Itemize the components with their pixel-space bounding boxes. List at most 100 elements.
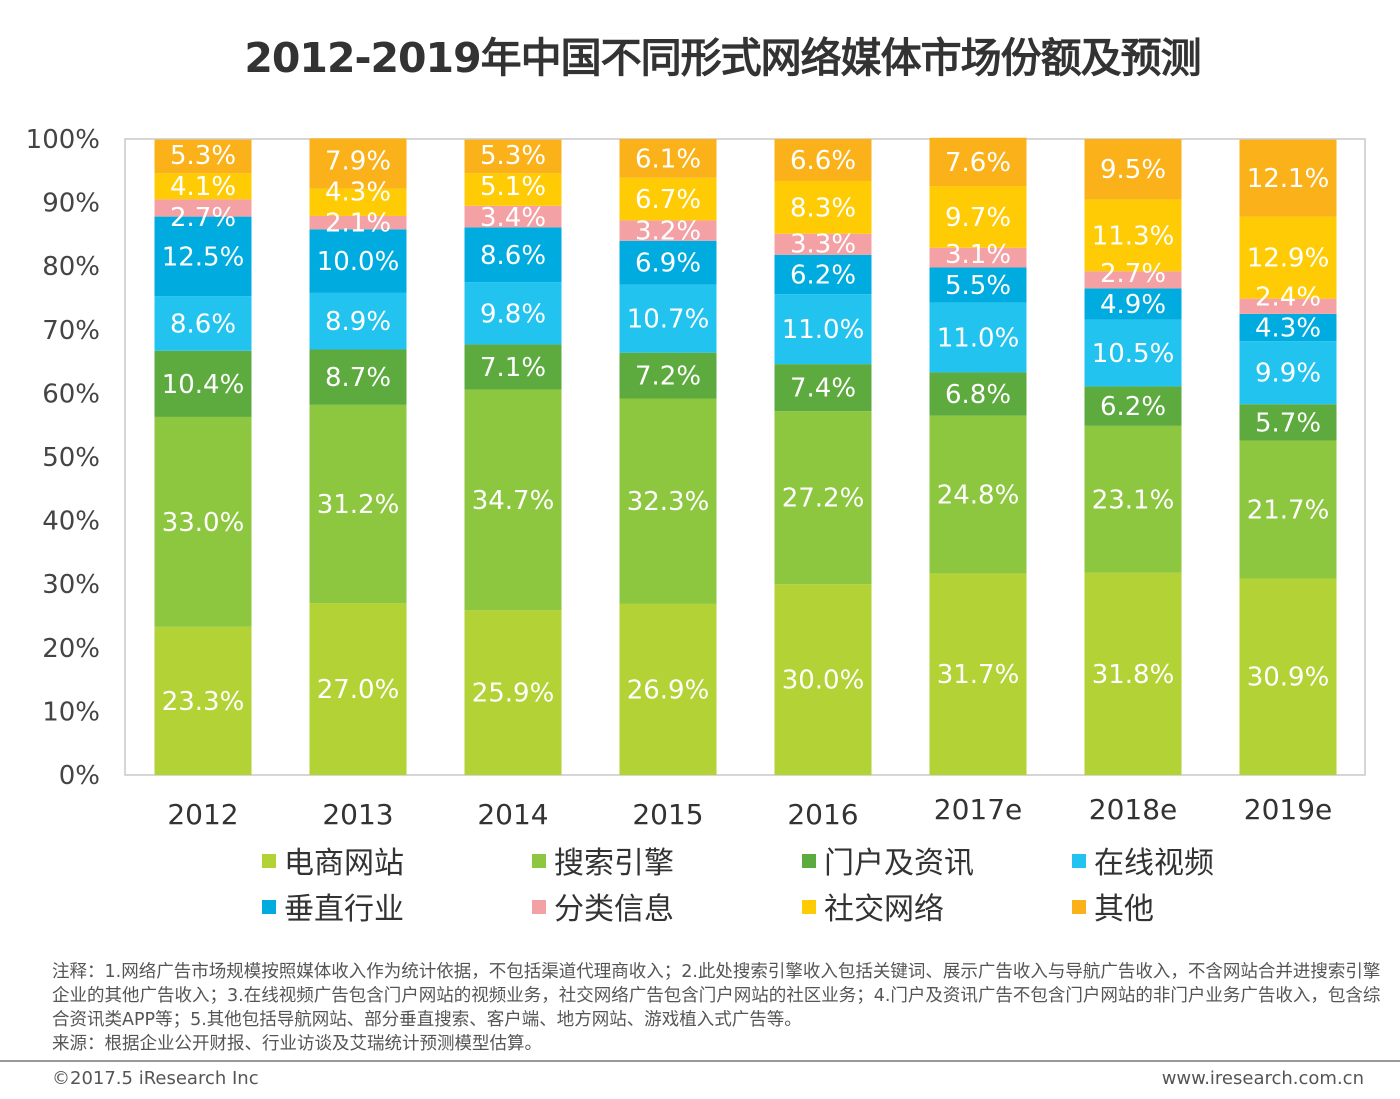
bar-segment (929, 415, 1027, 574)
data-label: 8.6% (170, 309, 236, 339)
data-label: 30.0% (782, 666, 865, 696)
y-tick-label: 80% (42, 252, 100, 282)
bar-segment (309, 404, 407, 604)
data-label: 6.2% (790, 260, 856, 290)
chart-title: 2012-2019年中国不同形式网络媒体市场份额及预测 (244, 34, 1201, 82)
bar-segment (154, 350, 252, 417)
x-tick-label: 2012 (167, 798, 238, 831)
y-tick-label: 40% (42, 507, 100, 537)
data-label: 12.1% (1247, 164, 1330, 194)
bar-segment (1084, 199, 1182, 272)
plot-area (124, 138, 1366, 776)
y-tick-label: 50% (42, 443, 100, 473)
x-tick-label: 2016 (787, 798, 858, 831)
data-label: 4.3% (1255, 314, 1321, 344)
data-label: 31.2% (317, 490, 400, 520)
data-label: 11.3% (1092, 221, 1175, 251)
copyright: ©2017.5 iResearch Inc (52, 1068, 259, 1089)
bar-segment (619, 284, 717, 353)
bar-segment (1239, 440, 1337, 579)
bar-segment (619, 240, 717, 285)
data-label: 11.0% (782, 315, 865, 345)
data-label: 8.6% (480, 241, 546, 271)
bar-segment (619, 139, 717, 178)
bar-segment (929, 247, 1027, 268)
notes: 注释：1.网络广告市场规模按照媒体收入作为统计依据，不包括渠道代理商收入；2.此… (52, 960, 1382, 1056)
y-tick-label: 60% (42, 379, 100, 409)
bar-segment (309, 215, 407, 230)
data-label: 8.9% (325, 307, 391, 337)
data-label: 2.1% (325, 209, 391, 239)
data-label: 5.7% (1255, 408, 1321, 438)
legend-label: 电商网站 (284, 846, 404, 881)
bar-segment (464, 227, 562, 283)
bar-segment (619, 398, 717, 604)
bar-segment (929, 573, 1027, 775)
website-link[interactable]: www.iresearch.com.cn (1161, 1068, 1364, 1089)
x-tick-label: 2013 (322, 798, 393, 831)
data-label: 8.3% (790, 193, 856, 223)
bar-segment (774, 584, 872, 775)
bar-segment (1239, 578, 1337, 775)
bar-segment (774, 139, 872, 181)
legend-swatch (1072, 900, 1086, 914)
data-label: 2.7% (170, 203, 236, 233)
bar-segment (774, 180, 872, 234)
x-tick-label: 2014 (477, 798, 548, 831)
bar-segment (929, 372, 1027, 416)
bar-segment (774, 294, 872, 365)
bar-segment (154, 173, 252, 200)
bar-segment (1239, 139, 1337, 217)
x-tick-label: 2019e (1244, 793, 1332, 826)
bar-segment (154, 626, 252, 775)
bar-segment (619, 603, 717, 775)
legend-swatch (532, 854, 546, 868)
bar-segment (929, 267, 1027, 303)
bar-segment (1239, 216, 1337, 299)
data-label: 6.7% (635, 185, 701, 215)
y-tick-label: 70% (42, 316, 100, 346)
data-label: 11.0% (937, 323, 1020, 353)
data-label: 30.9% (1247, 663, 1330, 693)
data-label: 23.1% (1092, 485, 1175, 515)
legend-label: 其他 (1094, 892, 1154, 927)
bar-segment (619, 177, 717, 221)
data-label: 24.8% (937, 481, 1020, 511)
x-tick-label: 2017e (934, 793, 1022, 826)
data-label: 3.4% (480, 203, 546, 233)
bar-segment (464, 139, 562, 174)
bar-segment (1084, 572, 1182, 775)
data-label: 6.1% (635, 144, 701, 174)
data-label: 3.2% (635, 217, 701, 247)
y-tick-label: 30% (42, 570, 100, 600)
data-label: 5.1% (480, 172, 546, 202)
bar-segment (1084, 386, 1182, 426)
y-tick-label: 0% (59, 761, 100, 791)
data-label: 7.4% (790, 374, 856, 404)
bar-segment (1084, 425, 1182, 573)
bar-segment (1239, 313, 1337, 342)
bar-segment (929, 137, 1027, 187)
data-label: 12.9% (1247, 244, 1330, 274)
data-label: 6.8% (945, 380, 1011, 410)
source-text: 来源：根据企业公开财报、行业访谈及艾瑞统计预测模型估算。 (52, 1034, 542, 1054)
data-label: 4.3% (325, 178, 391, 208)
data-label: 10.7% (627, 305, 710, 335)
bar-segment (154, 416, 252, 627)
data-label: 10.4% (162, 370, 245, 400)
bar-segment (464, 610, 562, 775)
bar-segment (464, 205, 562, 228)
data-label: 3.3% (790, 229, 856, 259)
bar-segment (154, 139, 252, 174)
bar-segment (929, 186, 1027, 248)
legend-label: 搜索引擎 (554, 846, 674, 881)
bar-segment (464, 173, 562, 206)
data-label: 9.7% (945, 203, 1011, 233)
data-label: 31.8% (1092, 660, 1175, 690)
legend-label: 门户及资讯 (824, 846, 974, 881)
data-label: 9.5% (1100, 155, 1166, 185)
data-label: 25.9% (472, 679, 555, 709)
bar-segment (309, 138, 407, 189)
data-label: 26.9% (627, 675, 710, 705)
